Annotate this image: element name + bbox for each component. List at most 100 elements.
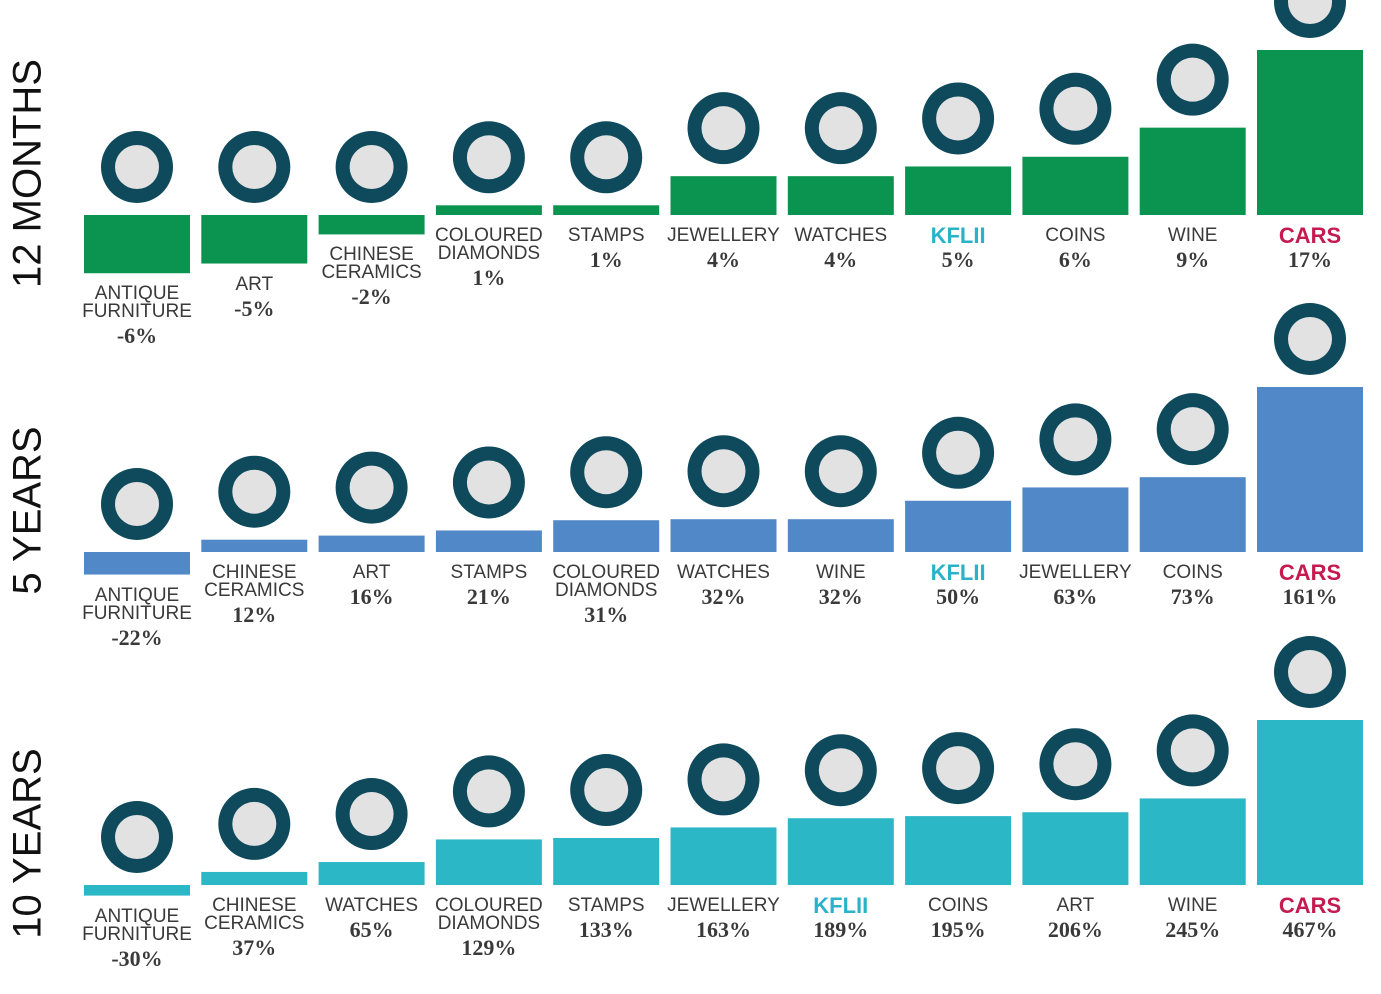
category-label: STAMPS: [567, 895, 645, 916]
value-label: 6%: [1058, 247, 1092, 272]
icon-inner: [1288, 317, 1332, 361]
value-label: 65%: [349, 917, 394, 942]
bar-label: CARS 467%: [1248, 895, 1372, 943]
category-label: COINS: [1045, 225, 1106, 246]
icon-inner: [1053, 86, 1098, 131]
bar-label: WINE 9%: [1131, 226, 1255, 273]
category-label: COLOURED DIAMONDS: [435, 225, 543, 264]
bar-label: STAMPS 1%: [544, 225, 668, 273]
bar: [1139, 477, 1246, 552]
bar: [84, 215, 190, 274]
row-title: 10 YEARS: [5, 748, 50, 939]
bar: [905, 166, 1012, 215]
value-label: 161%: [1282, 584, 1338, 609]
value-label: 12%: [232, 602, 277, 627]
icon-inner: [936, 96, 981, 141]
bar-label: COLOURED DIAMONDS 31%: [544, 562, 668, 628]
category-label: KFLII: [930, 560, 986, 585]
bar: [435, 205, 542, 215]
bar: [318, 862, 425, 885]
value-label: 32%: [818, 584, 863, 609]
category-label: COINS: [1162, 562, 1223, 583]
bar-label: STAMPS 133%: [544, 895, 668, 943]
bar-label: COLOURED DIAMONDS 1%: [427, 225, 551, 291]
bar-label: KFLII 189%: [779, 895, 903, 943]
category-label: STAMPS: [567, 225, 645, 246]
category-label: CHINESE CERAMICS: [204, 562, 305, 601]
value-label: 16%: [349, 584, 394, 609]
bar: [435, 530, 542, 552]
icon-inner: [1053, 417, 1098, 462]
icon-inner: [232, 145, 277, 189]
category-label: WINE: [815, 562, 866, 583]
category-label: ANTIQUE FURNITURE: [82, 905, 192, 945]
icon-inner: [1288, 0, 1332, 24]
value-label: 467%: [1282, 917, 1338, 942]
category-label: CHINESE CERAMICS: [321, 244, 422, 284]
value-label: -22%: [111, 624, 163, 650]
icon-inner: [349, 145, 394, 189]
category-label: COINS: [928, 895, 989, 916]
category-label: ART: [352, 562, 391, 583]
bar: [201, 215, 308, 264]
bar-label: WATCHES 32%: [662, 563, 786, 610]
icon-inner: [818, 748, 863, 793]
category-label: WATCHES: [794, 225, 888, 246]
icon-inner: [349, 792, 394, 837]
icon-inner: [701, 449, 746, 494]
category-label: CARS: [1278, 223, 1342, 248]
category-label: COLOURED DIAMONDS: [552, 562, 661, 601]
category-label: ART: [1056, 895, 1095, 916]
category-label: WINE: [1167, 895, 1218, 916]
bar: [435, 839, 542, 885]
bar-label: JEWELLERY 163%: [662, 896, 786, 943]
value-label: 133%: [578, 917, 634, 942]
category-label: ANTIQUE FURNITURE: [82, 584, 192, 624]
bar-label: CHINESE CERAMICS 12%: [192, 562, 316, 628]
bar-label: WINE 32%: [779, 562, 903, 610]
value-label: -30%: [111, 945, 163, 971]
bar-label: CARS 161%: [1248, 562, 1372, 610]
value-label: 9%: [1176, 247, 1210, 272]
bar-label: COINS 195%: [896, 895, 1020, 943]
bar-label: COINS 73%: [1131, 562, 1255, 610]
value-label: -5%: [234, 295, 275, 321]
bar-label: WATCHES 65%: [310, 896, 434, 943]
icon-inner: [936, 746, 981, 791]
bar-label: CARS 17%: [1248, 223, 1372, 273]
bar-label: ANTIQUE FURNITURE -22%: [75, 584, 199, 651]
icon-inner: [466, 769, 511, 814]
bar-label: ANTIQUE FURNITURE -6%: [75, 284, 199, 349]
bar: [1257, 50, 1363, 215]
bar-label: CHINESE CERAMICS 37%: [192, 896, 316, 961]
icon-inner: [701, 757, 746, 802]
icon-inner: [818, 449, 863, 494]
bar: [905, 500, 1012, 552]
row-title: 12 MONTHS: [5, 59, 50, 288]
value-label: 1%: [472, 265, 506, 290]
bar-label: WINE 245%: [1131, 895, 1255, 943]
bar: [553, 838, 660, 885]
icon-inner: [584, 450, 629, 495]
bar-label: COINS 6%: [1013, 225, 1137, 273]
bar: [201, 539, 308, 552]
value-label: 50%: [936, 584, 981, 609]
category-label: KFLII: [930, 223, 986, 248]
bar: [318, 535, 425, 552]
icon-inner: [1170, 728, 1215, 773]
bar-label: COLOURED DIAMONDS 129%: [427, 895, 551, 961]
bar-label: ART -5%: [192, 275, 316, 322]
bar: [670, 519, 777, 552]
bar: [201, 871, 308, 885]
bar: [318, 215, 425, 235]
value-label: 5%: [941, 247, 975, 272]
icon-inner: [232, 801, 277, 846]
bar-label: ART 16%: [310, 562, 434, 610]
value-label: 163%: [696, 917, 751, 942]
bar-label: KFLII 50%: [896, 560, 1020, 610]
category-label: COLOURED DIAMONDS: [435, 895, 543, 934]
icon-inner: [115, 482, 159, 526]
value-label: 195%: [930, 917, 986, 942]
